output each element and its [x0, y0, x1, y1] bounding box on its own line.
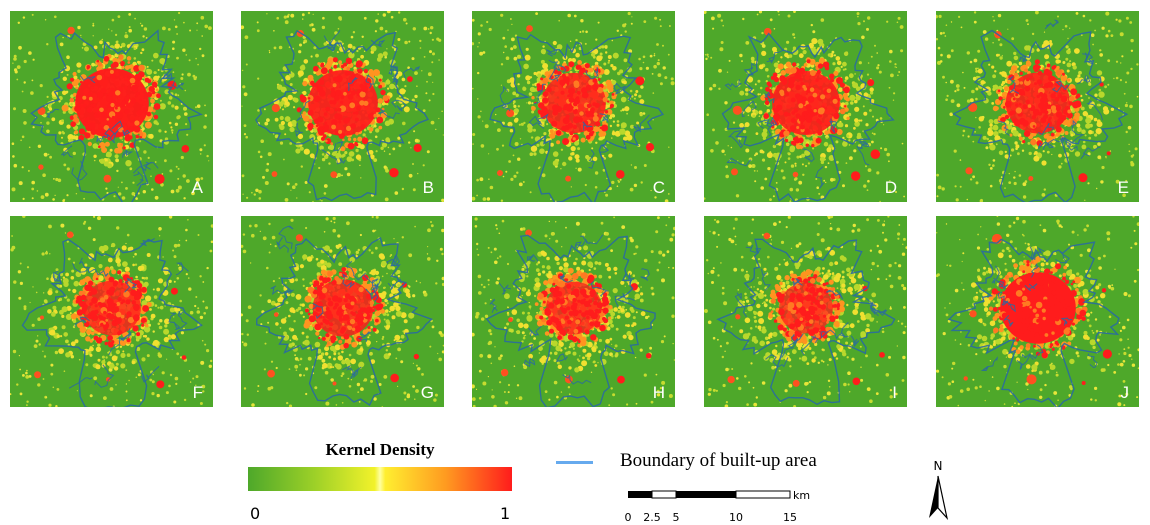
map-panel-e: E	[936, 11, 1139, 202]
map-panel-j: J	[936, 216, 1139, 407]
scale-tick-15: 15	[783, 511, 797, 524]
map-panel-i: I	[704, 216, 907, 407]
scale-tick-10: 10	[729, 511, 743, 524]
density-map	[704, 216, 907, 407]
boundary-legend-label: Boundary of built-up area	[620, 450, 817, 471]
map-panels-grid: A B C D E F G H I J	[10, 11, 1139, 407]
density-map	[241, 11, 444, 202]
density-map	[472, 11, 675, 202]
map-panel-b: B	[241, 11, 444, 202]
legend-title: Kernel Density	[325, 440, 435, 459]
panel-label: H	[652, 383, 665, 402]
panel-label: J	[1120, 383, 1130, 402]
map-panel-c: C	[472, 11, 675, 202]
density-map	[10, 216, 213, 407]
panel-label: C	[652, 178, 665, 197]
scale-tick-5: 5	[673, 511, 680, 524]
panel-label: A	[191, 178, 203, 197]
scale-bar: km 0 2.5 5 10 15	[625, 489, 811, 524]
legend-max-label: 1	[500, 504, 511, 523]
scale-tick-2-5: 2.5	[643, 511, 661, 524]
density-map	[936, 216, 1139, 407]
kernel-density-gradient	[248, 467, 512, 491]
density-map	[472, 216, 675, 407]
panel-label: B	[422, 178, 434, 197]
scale-tick-0: 0	[625, 511, 632, 524]
map-panel-d: D	[704, 11, 907, 202]
scale-unit-label: km	[793, 489, 810, 502]
north-label: N	[934, 459, 943, 473]
legend-min-label: 0	[250, 504, 261, 523]
map-panel-h: H	[472, 216, 675, 407]
panel-label: G	[420, 383, 434, 402]
density-map	[704, 11, 907, 202]
map-panel-a: A	[10, 11, 213, 202]
boundary-legend-line	[556, 461, 593, 464]
panel-label: I	[892, 383, 897, 402]
density-map	[10, 11, 213, 202]
map-panel-g: G	[241, 216, 444, 407]
map-panel-f: F	[10, 216, 213, 407]
density-map	[936, 11, 1139, 202]
north-arrow-icon: N	[929, 459, 949, 520]
panel-label: F	[192, 383, 203, 402]
panel-label: E	[1117, 178, 1129, 197]
panel-label: D	[884, 178, 897, 197]
density-map	[241, 216, 444, 407]
